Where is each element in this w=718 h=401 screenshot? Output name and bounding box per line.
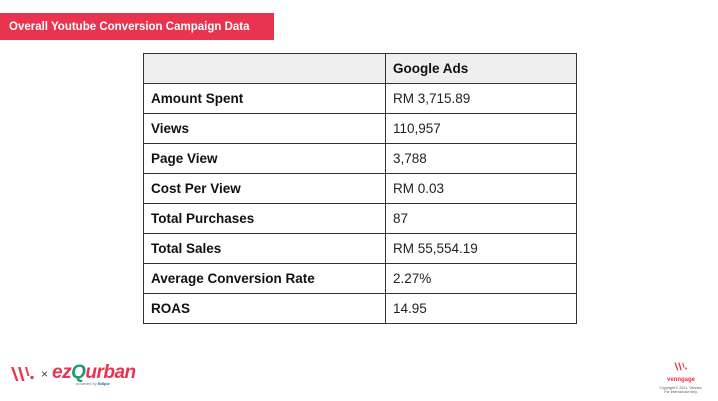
metric-value: 87 — [385, 203, 577, 234]
venngage-small-logo-icon — [673, 360, 689, 376]
metric-label: Amount Spent — [143, 83, 386, 114]
table-row: Average Conversion Rate 2.27% — [143, 263, 577, 294]
page-title-text: Overall Youtube Conversion Campaign Data — [9, 20, 250, 33]
times-separator: × — [41, 367, 49, 381]
metric-label: Page View — [143, 143, 386, 174]
metric-label: Total Sales — [143, 233, 386, 264]
ezqurban-logo: ezQurban powered by Billplz — [52, 363, 136, 386]
partner-logos: × ezQurban powered by Billplz — [10, 358, 136, 390]
metric-value: 14.95 — [385, 293, 577, 324]
venngage-logo-icon — [10, 364, 36, 384]
metric-value: 3,788 — [385, 143, 577, 174]
table-header-google-ads: Google Ads — [385, 53, 577, 84]
table-row: Cost Per View RM 0.03 — [143, 173, 577, 204]
table-row: Views 110,957 — [143, 113, 577, 144]
table-row: Total Sales RM 55,554.19 — [143, 233, 577, 264]
table-header-row: Google Ads — [143, 53, 577, 84]
table-header-corner — [143, 53, 386, 84]
metric-label: ROAS — [143, 293, 386, 324]
metric-value: RM 3,715.89 — [385, 83, 577, 114]
table-row: Total Purchases 87 — [143, 203, 577, 234]
copyright-line-1: Copyright © 2021. Venneo. — [659, 386, 703, 390]
table-row: Page View 3,788 — [143, 143, 577, 174]
metric-label: Views — [143, 113, 386, 144]
metric-label: Total Purchases — [143, 203, 386, 234]
page-title: Overall Youtube Conversion Campaign Data — [0, 13, 274, 40]
metric-label: Cost Per View — [143, 173, 386, 204]
table-row: Amount Spent RM 3,715.89 — [143, 83, 577, 114]
metric-value: 110,957 — [385, 113, 577, 144]
copyright-notice: Copyright © 2021. Venneo. For internal u… — [659, 386, 702, 395]
metric-label: Average Conversion Rate — [143, 263, 386, 294]
metric-value: RM 55,554.19 — [385, 233, 577, 264]
table-row: ROAS 14.95 — [143, 293, 577, 324]
metric-value: RM 0.03 — [385, 173, 577, 204]
campaign-data-table: Google Ads Amount Spent RM 3,715.89 View… — [143, 53, 577, 324]
corner-brand: venngage Copyright © 2021. Venneo. For i… — [652, 360, 710, 395]
ezqurban-powered-by: powered by Billplz — [76, 380, 110, 386]
corner-brand-name: venngage — [666, 377, 695, 383]
copyright-line-2: For internal use only. — [664, 390, 698, 395]
ezqurban-wordmark: ezQurban — [52, 361, 136, 383]
metric-value: 2.27% — [385, 263, 577, 294]
